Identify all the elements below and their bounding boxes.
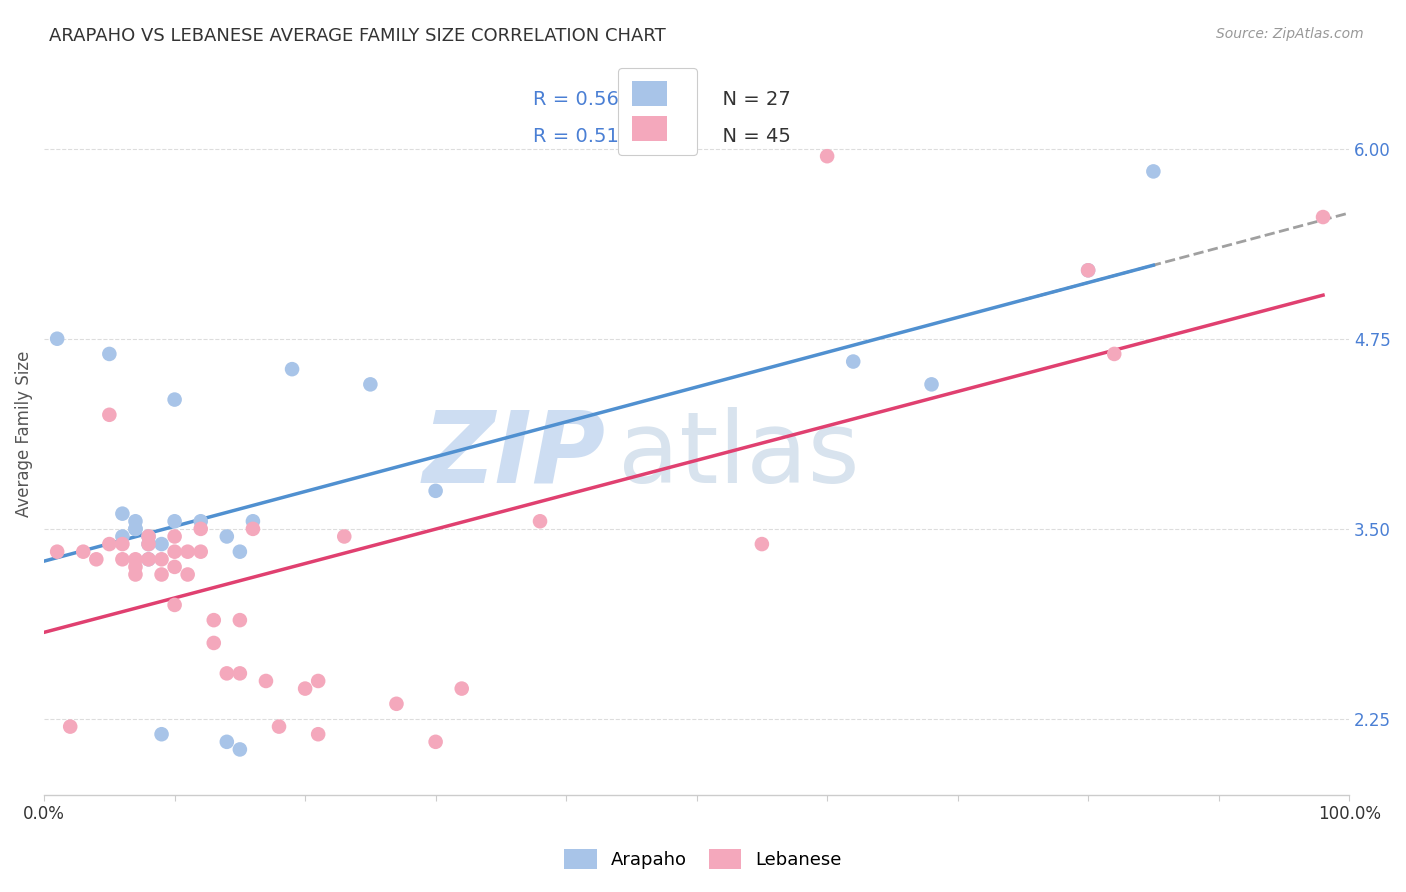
Point xyxy=(124,560,146,574)
Point xyxy=(1077,263,1099,277)
Point xyxy=(190,522,212,536)
Point xyxy=(138,529,160,543)
Point xyxy=(242,522,264,536)
Point xyxy=(215,529,238,543)
Point xyxy=(138,529,160,543)
Point xyxy=(150,537,173,551)
Point xyxy=(190,544,212,558)
Point xyxy=(229,742,252,756)
Point xyxy=(46,544,69,558)
Point xyxy=(163,529,186,543)
Point xyxy=(72,544,94,558)
Point xyxy=(124,567,146,582)
Point xyxy=(86,552,108,566)
Point xyxy=(150,552,173,566)
Point xyxy=(124,522,146,536)
Point xyxy=(242,514,264,528)
Point xyxy=(138,537,160,551)
Text: ARAPAHO VS LEBANESE AVERAGE FAMILY SIZE CORRELATION CHART: ARAPAHO VS LEBANESE AVERAGE FAMILY SIZE … xyxy=(49,27,666,45)
Legend:  ,  : , xyxy=(619,68,696,154)
Point xyxy=(229,613,252,627)
Point xyxy=(138,552,160,566)
Point xyxy=(1077,263,1099,277)
Point xyxy=(138,552,160,566)
Text: N = 45: N = 45 xyxy=(710,127,790,145)
Point xyxy=(176,567,198,582)
Point xyxy=(815,149,838,163)
Point xyxy=(46,332,69,346)
Point xyxy=(98,408,121,422)
Point xyxy=(267,720,290,734)
Point xyxy=(921,377,943,392)
Point xyxy=(111,537,134,551)
Point xyxy=(176,544,198,558)
Point xyxy=(229,666,252,681)
Point xyxy=(150,727,173,741)
Text: R = 0.567: R = 0.567 xyxy=(533,90,631,110)
Point xyxy=(751,537,773,551)
Point xyxy=(202,636,225,650)
Point xyxy=(124,552,146,566)
Point xyxy=(163,560,186,574)
Point xyxy=(59,720,82,734)
Point xyxy=(124,522,146,536)
Point xyxy=(229,544,252,558)
Point xyxy=(1312,210,1334,224)
Point xyxy=(529,514,551,528)
Y-axis label: Average Family Size: Average Family Size xyxy=(15,351,32,517)
Point xyxy=(842,354,865,368)
Legend: Arapaho, Lebanese: Arapaho, Lebanese xyxy=(555,839,851,879)
Point xyxy=(124,514,146,528)
Point xyxy=(111,552,134,566)
Point xyxy=(98,347,121,361)
Point xyxy=(425,735,447,749)
Text: R = 0.518: R = 0.518 xyxy=(533,127,631,145)
Point xyxy=(359,377,381,392)
Point xyxy=(190,514,212,528)
Point xyxy=(138,537,160,551)
Point xyxy=(307,727,329,741)
Text: N = 27: N = 27 xyxy=(710,90,790,110)
Point xyxy=(111,507,134,521)
Point xyxy=(215,666,238,681)
Text: Source: ZipAtlas.com: Source: ZipAtlas.com xyxy=(1216,27,1364,41)
Point xyxy=(1142,164,1164,178)
Point xyxy=(163,598,186,612)
Point xyxy=(163,544,186,558)
Point xyxy=(450,681,472,696)
Text: atlas: atlas xyxy=(619,407,860,504)
Point xyxy=(254,673,277,688)
Point xyxy=(215,735,238,749)
Text: ZIP: ZIP xyxy=(422,407,605,504)
Point xyxy=(425,483,447,498)
Point xyxy=(385,697,408,711)
Point xyxy=(98,537,121,551)
Point xyxy=(202,613,225,627)
Point xyxy=(281,362,304,376)
Point xyxy=(1102,347,1125,361)
Point xyxy=(163,514,186,528)
Point xyxy=(111,529,134,543)
Point xyxy=(163,392,186,407)
Point xyxy=(307,673,329,688)
Point xyxy=(333,529,356,543)
Point xyxy=(294,681,316,696)
Point xyxy=(150,567,173,582)
